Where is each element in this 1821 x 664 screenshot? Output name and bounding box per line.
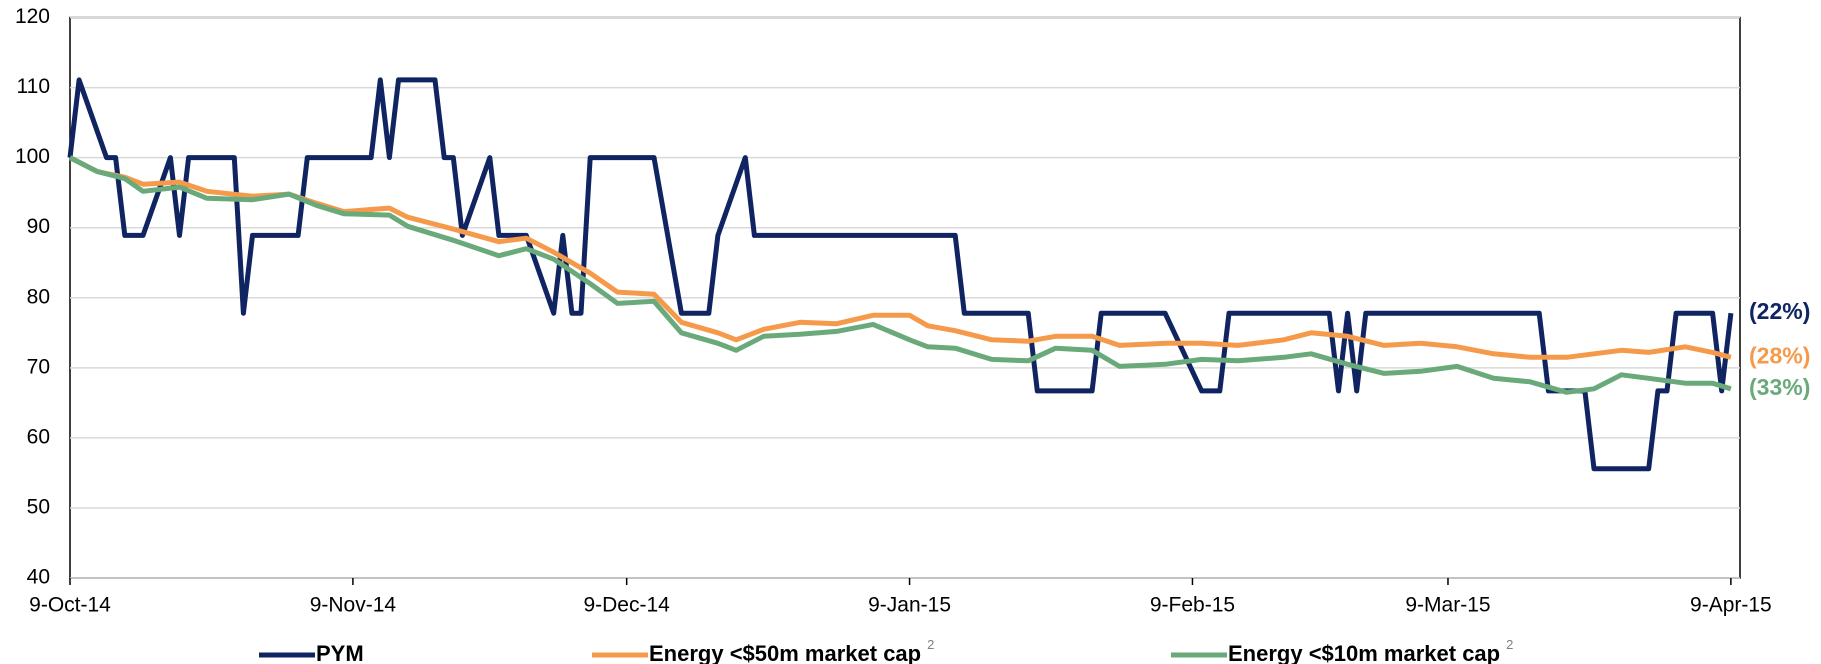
x-tick-label: 9-Dec-14	[583, 594, 670, 617]
x-tick-label: 9-Oct-14	[29, 594, 111, 617]
end-label: (28%)	[1749, 342, 1810, 368]
legend-name: Energy <$50m market cap	[649, 641, 921, 664]
x-tick-label: 9-Mar-15	[1405, 594, 1490, 617]
x-tick-label: 9-Feb-15	[1150, 594, 1235, 617]
legend-superscript: 2	[1506, 637, 1513, 652]
end-label: (22%)	[1749, 298, 1810, 324]
legend-superscript: 2	[927, 637, 934, 652]
y-tick-label: 100	[15, 145, 50, 168]
series-line	[68, 155, 1732, 360]
y-tick-label: 50	[27, 495, 50, 518]
y-tick-label: 90	[27, 215, 50, 238]
y-tick-label: 40	[27, 566, 50, 589]
legend-label: Energy <$50m market cap 2	[649, 637, 934, 664]
legend-label: PYM	[316, 641, 364, 664]
series-line	[68, 155, 1732, 395]
y-tick-label: 70	[27, 355, 50, 378]
x-tick-label: 9-Nov-14	[310, 594, 397, 617]
y-tick-label: 80	[27, 285, 50, 308]
y-tick-label: 120	[15, 5, 50, 28]
legend-name: Energy <$10m market cap	[1228, 641, 1500, 664]
legend-name: PYM	[316, 641, 364, 664]
x-tick-label: 9-Jan-15	[868, 594, 951, 617]
legend-label: Energy <$10m market cap 2	[1228, 637, 1513, 664]
series-line	[67, 77, 1734, 472]
y-tick-label: 60	[27, 425, 50, 448]
y-tick-label: 110	[17, 75, 50, 98]
end-label: (33%)	[1749, 374, 1810, 400]
x-tick-label: 9-Apr-15	[1690, 594, 1772, 617]
